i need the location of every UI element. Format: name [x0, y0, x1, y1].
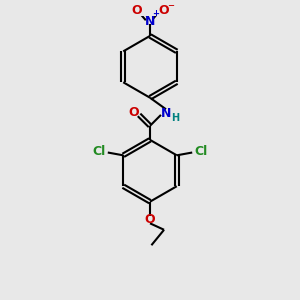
- Text: H: H: [171, 113, 179, 123]
- Text: +: +: [152, 10, 159, 19]
- Text: O: O: [158, 4, 169, 16]
- Text: N: N: [161, 107, 171, 120]
- Text: Cl: Cl: [194, 145, 207, 158]
- Text: O: O: [145, 213, 155, 226]
- Text: O: O: [129, 106, 139, 119]
- Text: O: O: [131, 4, 142, 16]
- Text: −: −: [167, 1, 174, 10]
- Text: N: N: [145, 15, 155, 28]
- Text: Cl: Cl: [93, 145, 106, 158]
